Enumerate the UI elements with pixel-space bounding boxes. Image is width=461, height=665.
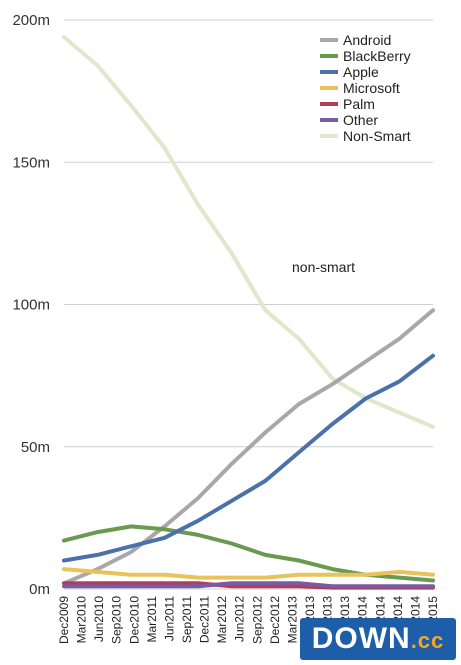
x-tick-label: Dec2012 bbox=[268, 596, 282, 644]
non-smart-annotation: non-smart bbox=[292, 259, 355, 275]
gridlines bbox=[64, 19, 433, 590]
series-lines bbox=[62, 35, 435, 590]
series-line-android bbox=[62, 308, 435, 586]
legend-label: Microsoft bbox=[343, 80, 400, 96]
x-tick-label: Mar2010 bbox=[75, 596, 89, 644]
legend-label: BlackBerry bbox=[343, 48, 411, 64]
y-tick-label: 100m bbox=[12, 297, 50, 314]
series-line-non-smart bbox=[62, 35, 435, 429]
y-tick-label: 50m bbox=[21, 439, 50, 456]
y-tick-label: 0m bbox=[29, 581, 50, 598]
legend-label: Palm bbox=[343, 96, 375, 112]
legend-label: Android bbox=[343, 32, 391, 48]
x-tick-label: Dec2009 bbox=[57, 596, 71, 644]
x-tick-label: Jun2010 bbox=[92, 596, 106, 642]
legend-label: Other bbox=[343, 112, 378, 128]
x-tick-label: Jun2011 bbox=[162, 596, 176, 641]
y-axis-ticks: 0m 50m 100m 150m 200m bbox=[12, 12, 50, 598]
series-line-other bbox=[62, 581, 435, 589]
legend-label: Apple bbox=[343, 64, 379, 80]
x-tick-label: Sep2011 bbox=[180, 596, 194, 643]
series-line-apple bbox=[62, 353, 435, 563]
x-tick-label: Sep2010 bbox=[110, 596, 124, 644]
x-tick-label: Mar2011 bbox=[145, 596, 159, 643]
legend: AndroidBlackBerryAppleMicrosoftPalmOther… bbox=[320, 32, 411, 144]
x-tick-label: Sep2012 bbox=[250, 596, 264, 644]
x-tick-label: Mar2012 bbox=[215, 596, 229, 644]
x-tick-label: Dec2011 bbox=[198, 596, 212, 643]
x-tick-label: Jun2012 bbox=[233, 596, 247, 642]
x-tick-label: Dec2010 bbox=[127, 596, 141, 644]
watermark-logo: DOWN.cc bbox=[300, 618, 456, 660]
x-tick-label: Mar2013 bbox=[285, 596, 299, 644]
series-line-microsoft bbox=[62, 567, 435, 580]
y-tick-label: 150m bbox=[12, 154, 50, 171]
y-tick-label: 200m bbox=[12, 12, 50, 29]
legend-label: Non-Smart bbox=[343, 128, 411, 144]
